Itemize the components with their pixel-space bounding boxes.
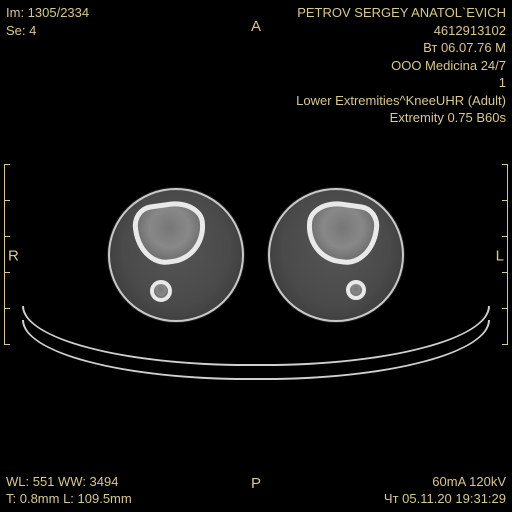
bone-small-left	[346, 280, 366, 300]
overlay-top-right: PETROV SERGEY ANATOL`EVICH 4612913102 Вт…	[296, 4, 506, 127]
slice-geometry: T: 0.8mm L: 109.5mm	[6, 490, 132, 508]
ct-slice-image	[0, 130, 512, 430]
bone-small-right	[150, 280, 172, 302]
protocol-name: Lower Extremities^KneeUHR (Adult)	[296, 92, 506, 110]
overlay-bottom-left: WL: 551 WW: 3494 T: 0.8mm L: 109.5mm	[6, 473, 132, 508]
window-level: WL: 551 WW: 3494	[6, 473, 132, 491]
bone-femur-right	[130, 197, 210, 268]
overlay-bottom-right: 60mA 120kV Чт 05.11.20 19:31:29	[384, 473, 506, 508]
orientation-anterior: A	[251, 18, 261, 35]
orientation-left: L	[496, 248, 504, 265]
tube-params: 60mA 120kV	[384, 473, 506, 491]
scanner-table-edge	[22, 320, 490, 380]
series-number: Se: 4	[6, 22, 89, 40]
scale-ruler-right	[507, 164, 508, 344]
overlay-top-left: Im: 1305/2334 Se: 4	[6, 4, 89, 39]
scale-ruler-left	[4, 164, 5, 344]
acquisition-datetime: Чт 05.11.20 19:31:29	[384, 490, 506, 508]
study-number: 1	[296, 74, 506, 92]
recon-kernel: Extremity 0.75 B60s	[296, 109, 506, 127]
patient-dob-sex: Вт 06.07.76 М	[296, 39, 506, 57]
orientation-right: R	[8, 248, 19, 265]
image-index: Im: 1305/2334	[6, 4, 89, 22]
soft-tissue-right-knee	[108, 188, 244, 322]
orientation-posterior: P	[251, 475, 261, 492]
patient-id: 4612913102	[296, 22, 506, 40]
bone-femur-left	[302, 197, 382, 268]
soft-tissue-left-knee	[268, 188, 404, 322]
institution: ООО Medicina 24/7	[296, 57, 506, 75]
patient-name: PETROV SERGEY ANATOL`EVICH	[296, 4, 506, 22]
